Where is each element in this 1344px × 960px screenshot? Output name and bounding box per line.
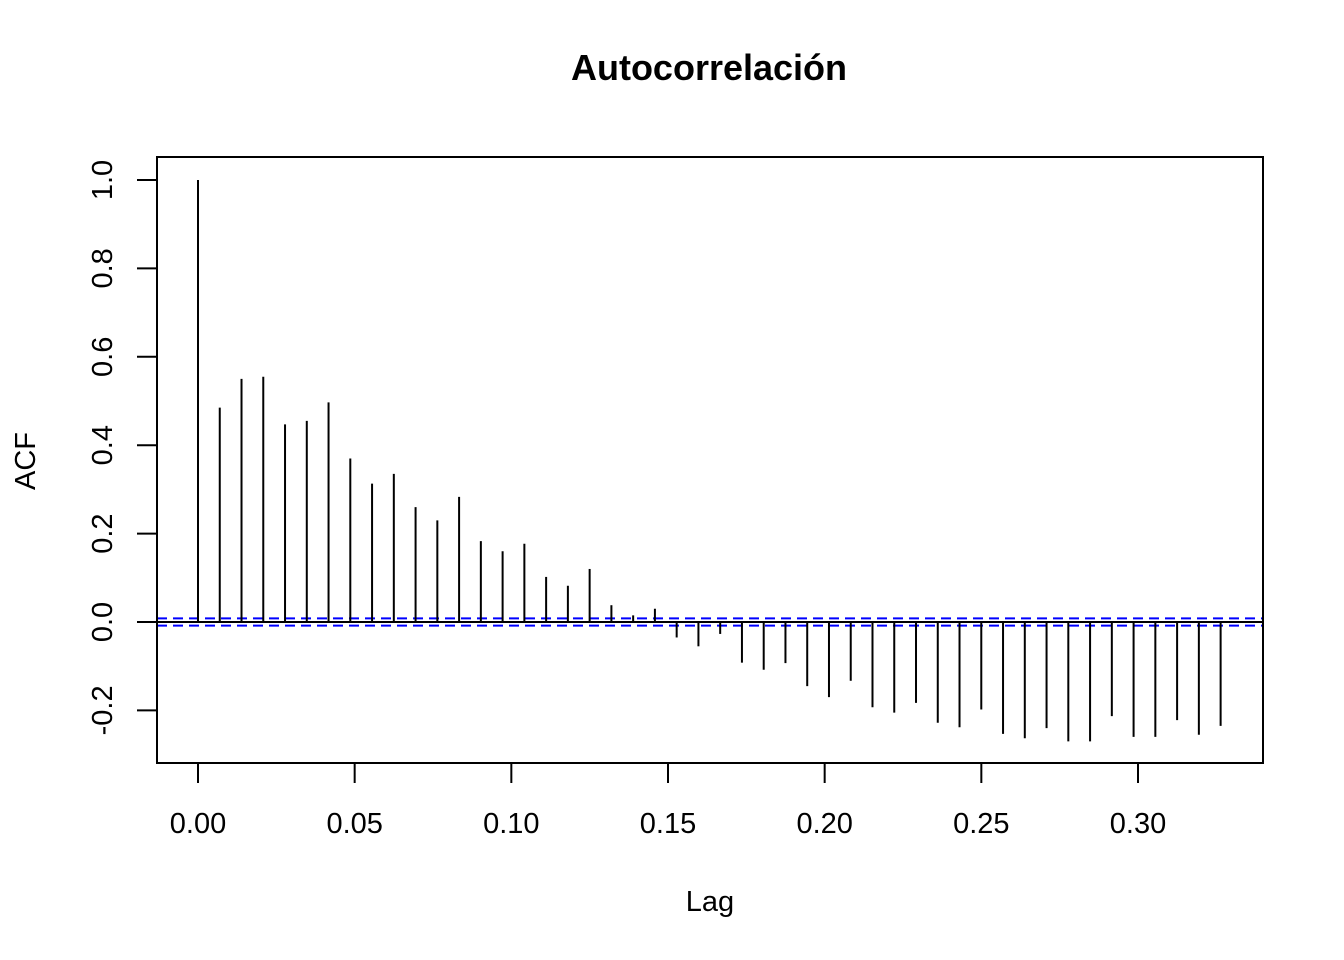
y-tick-label: 0.4: [87, 425, 119, 465]
y-tick-label: 0.2: [87, 513, 119, 553]
y-axis-label: ACF: [10, 432, 42, 490]
x-tick-label: 0.15: [640, 808, 696, 840]
x-tick-label: 0.25: [953, 808, 1009, 840]
plot-area: [157, 180, 1263, 742]
chart-title: Autocorrelación: [571, 47, 847, 88]
x-axis-label: Lag: [686, 886, 734, 918]
y-axis: -0.2 0.0 0.2 0.4 0.6 0.8 1.0: [87, 160, 158, 735]
plot-frame: [156, 156, 1264, 764]
x-tick-label: 0.00: [170, 808, 226, 840]
x-tick-label: 0.10: [483, 808, 539, 840]
x-tick-label: 0.20: [796, 808, 852, 840]
y-tick-label: 1.0: [87, 160, 119, 200]
x-tick-label: 0.05: [326, 808, 382, 840]
y-tick-label: 0.8: [87, 248, 119, 288]
x-axis: 0.00 0.05 0.10 0.15 0.20 0.25 0.30: [170, 762, 1166, 840]
x-tick-label: 0.30: [1110, 808, 1166, 840]
y-tick-label: 0.6: [87, 337, 119, 377]
y-tick-label: -0.2: [87, 685, 119, 735]
y-tick-label: 0.0: [87, 602, 119, 642]
